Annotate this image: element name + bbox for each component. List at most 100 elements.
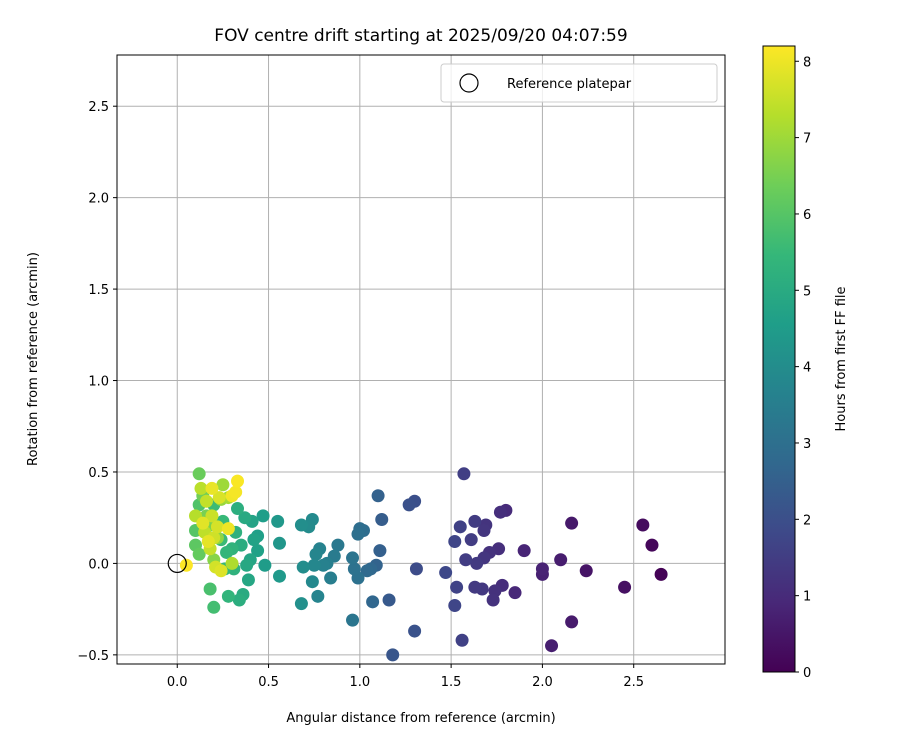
colorbar-tick-label: 7: [803, 132, 811, 147]
y-tick-label: 0.5: [88, 466, 109, 481]
data-point: [238, 511, 252, 525]
data-point: [360, 564, 374, 578]
data-point: [220, 545, 234, 559]
data-point: [386, 648, 400, 662]
data-point: [493, 505, 507, 519]
data-point: [201, 534, 215, 548]
data-point: [231, 502, 245, 516]
data-point: [351, 527, 365, 541]
data-point: [240, 558, 254, 572]
data-point: [331, 538, 345, 552]
data-point: [448, 598, 462, 612]
legend-box: [440, 63, 718, 103]
data-point: [508, 586, 522, 600]
data-point: [214, 564, 228, 578]
reference-marker-icon: [459, 73, 479, 93]
data-point: [271, 514, 285, 528]
data-point: [453, 520, 467, 534]
data-point: [192, 467, 206, 481]
colorbar-tick-label: 0: [803, 666, 811, 681]
grid: [117, 55, 725, 664]
data-point: [207, 600, 221, 614]
data-point: [272, 569, 286, 583]
x-tick-label: 1.0: [349, 675, 370, 690]
data-point: [382, 593, 396, 607]
colorbar-tick-label: 3: [803, 437, 811, 452]
data-point: [256, 509, 270, 523]
colorbar-frame: [762, 45, 796, 673]
y-axis-ticks: −0.5 0.0 0.5 1.0 1.5 2.0 2.5: [77, 100, 117, 664]
data-point: [194, 481, 208, 495]
data-point: [272, 536, 286, 550]
data-point: [517, 544, 531, 558]
data-point: [316, 558, 330, 572]
data-point: [229, 485, 243, 499]
colorbar-tick-label: 8: [803, 55, 811, 70]
data-point: [221, 522, 235, 536]
data-point: [565, 615, 579, 629]
data-point: [221, 589, 235, 603]
axes-frame: [116, 54, 726, 665]
x-tick-label: 0.5: [258, 675, 279, 690]
data-point: [247, 533, 261, 547]
data-point: [324, 571, 338, 585]
data-point: [654, 567, 668, 581]
data-point: [565, 516, 579, 530]
y-tick-label: 2.5: [88, 100, 109, 115]
data-point: [402, 498, 416, 512]
y-tick-label: −0.5: [77, 649, 109, 664]
scatter-points: [179, 467, 668, 662]
data-point: [231, 474, 245, 488]
data-point: [346, 613, 360, 627]
data-point: [205, 509, 219, 523]
y-tick-label: 0.0: [88, 557, 109, 572]
data-point: [408, 624, 422, 638]
colorbar-label: Hours from first FF file: [834, 286, 849, 431]
data-point: [470, 556, 484, 570]
legend-label: Reference platepar: [507, 77, 632, 92]
data-point: [464, 533, 478, 547]
colorbar-ticks: 0 1 2 3 4 5 6 7 8: [795, 55, 811, 681]
data-point: [373, 544, 387, 558]
chart-title: FOV centre drift starting at 2025/09/20 …: [214, 26, 627, 46]
x-axis-ticks: 0.0 0.5 1.0 1.5 2.0 2.5: [167, 664, 644, 690]
legend: Reference platepar: [440, 63, 718, 103]
data-point: [311, 589, 325, 603]
data-point: [579, 564, 593, 578]
reference-layer: [167, 553, 187, 574]
x-tick-label: 2.0: [532, 675, 553, 690]
y-tick-label: 1.0: [88, 375, 109, 390]
data-point: [645, 538, 659, 552]
colorbar-gradient: [763, 46, 795, 672]
data-point: [192, 547, 206, 561]
colorbar-tick-label: 4: [803, 361, 811, 376]
x-tick-label: 0.0: [167, 675, 188, 690]
data-point: [375, 513, 389, 527]
data-point: [216, 478, 230, 492]
data-point: [409, 562, 423, 576]
data-point: [371, 489, 385, 503]
data-point: [210, 520, 224, 534]
data-point: [241, 573, 255, 587]
data-point: [618, 580, 632, 594]
data-point: [258, 558, 272, 572]
data-point: [199, 494, 213, 508]
data-point: [468, 580, 482, 594]
colorbar-tick-label: 1: [803, 590, 811, 605]
y-axis-label: Rotation from reference (arcmin): [26, 252, 41, 466]
data-point: [545, 639, 559, 653]
data-point: [459, 553, 473, 567]
data-point: [203, 582, 217, 596]
data-point: [448, 534, 462, 548]
data-point: [205, 481, 219, 495]
y-tick-label: 1.5: [88, 283, 109, 298]
data-point: [455, 633, 469, 647]
data-point: [196, 516, 210, 530]
data-point: [486, 593, 500, 607]
data-point: [251, 544, 265, 558]
data-point: [307, 558, 321, 572]
data-point: [294, 597, 308, 611]
x-tick-label: 2.5: [623, 675, 644, 690]
data-point: [468, 514, 482, 528]
y-tick-label: 2.0: [88, 192, 109, 207]
